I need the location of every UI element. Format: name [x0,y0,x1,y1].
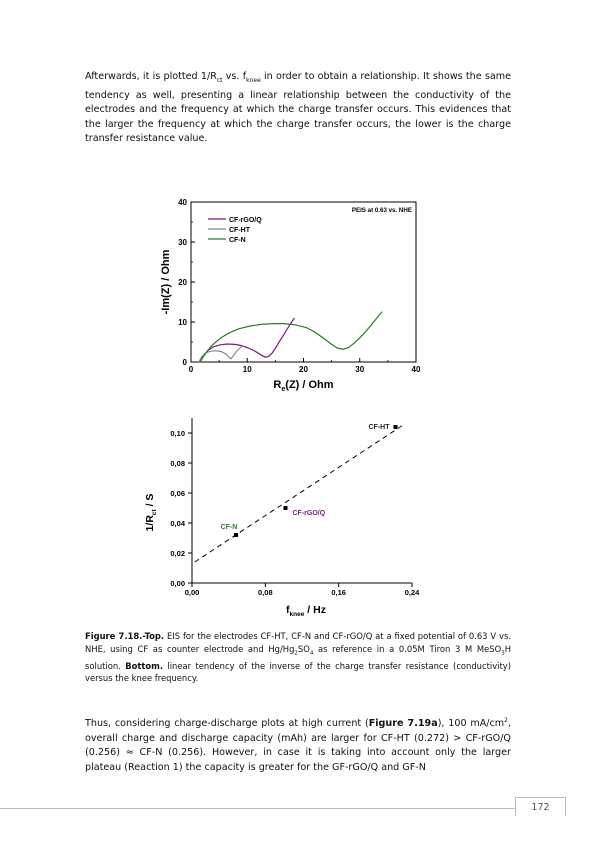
y-axis-label: 1/Rct / S [144,494,158,532]
data-point [393,425,398,429]
x-tick-label: 0,24 [405,588,420,597]
y-tick-label: 0,08 [170,459,185,468]
y-tick-label: 0 [183,358,188,367]
x-tick-label: 20 [299,365,308,374]
chart-annotation: PEIS at 0.63 vs. NHE [352,207,412,214]
series-line-cf-n [199,311,383,363]
y-tick-label: 0,02 [170,549,185,558]
x-tick-label: 0,08 [258,588,273,597]
y-tick-label: 0,10 [170,429,185,438]
x-tick-label: 0,00 [185,588,200,597]
intro-paragraph: Afterwards, it is plotted 1/Rct vs. fkne… [85,71,512,145]
figure-caption: Figure 7.18.-Top. EIS for the electrodes… [85,631,511,684]
x-axis-label: fknee / Hz [286,604,326,617]
legend-label: CF-N [229,237,246,244]
y-axis-label: -Im(Z) / Ohm [160,249,172,314]
legend-label: CF-rGO/Q [229,217,262,224]
body-paragraph: Thus, considering charge-discharge plots… [85,717,511,773]
y-tick-label: 40 [178,198,187,207]
x-tick-label: 0,16 [331,588,346,597]
point-label: CF-HT [369,424,391,431]
legend-label: CF-HT [229,227,251,234]
footer-rule [0,808,565,809]
conductivity-vs-frequency-chart: 0,00 0,08 0,16 0,24 0,00 0,02 0,04 0,06 0,08 0,10… [144,418,420,617]
y-tick-label: 10 [178,318,187,327]
y-tick-label: 0,00 [170,579,185,588]
y-tick-label: 30 [178,238,187,247]
x-tick-label: 0 [189,365,194,374]
y-tick-label: 20 [178,278,187,287]
y-tick-label: 0,06 [170,489,185,498]
fit-line [194,423,405,563]
plot-frame [190,201,417,363]
page-number: 172 [515,797,566,816]
x-tick-label: 40 [412,365,421,374]
x-tick-label: 10 [243,365,252,374]
eis-nyquist-chart: 0 10 20 30 40 0 10 20 30 40 CF-rGO/Q CF-HT CF-N PEIS … [160,198,421,393]
series-line-cf-rgo-q [199,317,295,363]
y-tick-label: 0,04 [170,519,185,528]
data-point [234,533,238,537]
point-label: CF-rGO/Q [293,510,326,517]
x-axis-label: Re(Z) / Ohm [273,379,333,393]
point-label: CF-N [221,524,238,531]
data-point [283,506,288,510]
x-tick-label: 30 [355,365,364,374]
